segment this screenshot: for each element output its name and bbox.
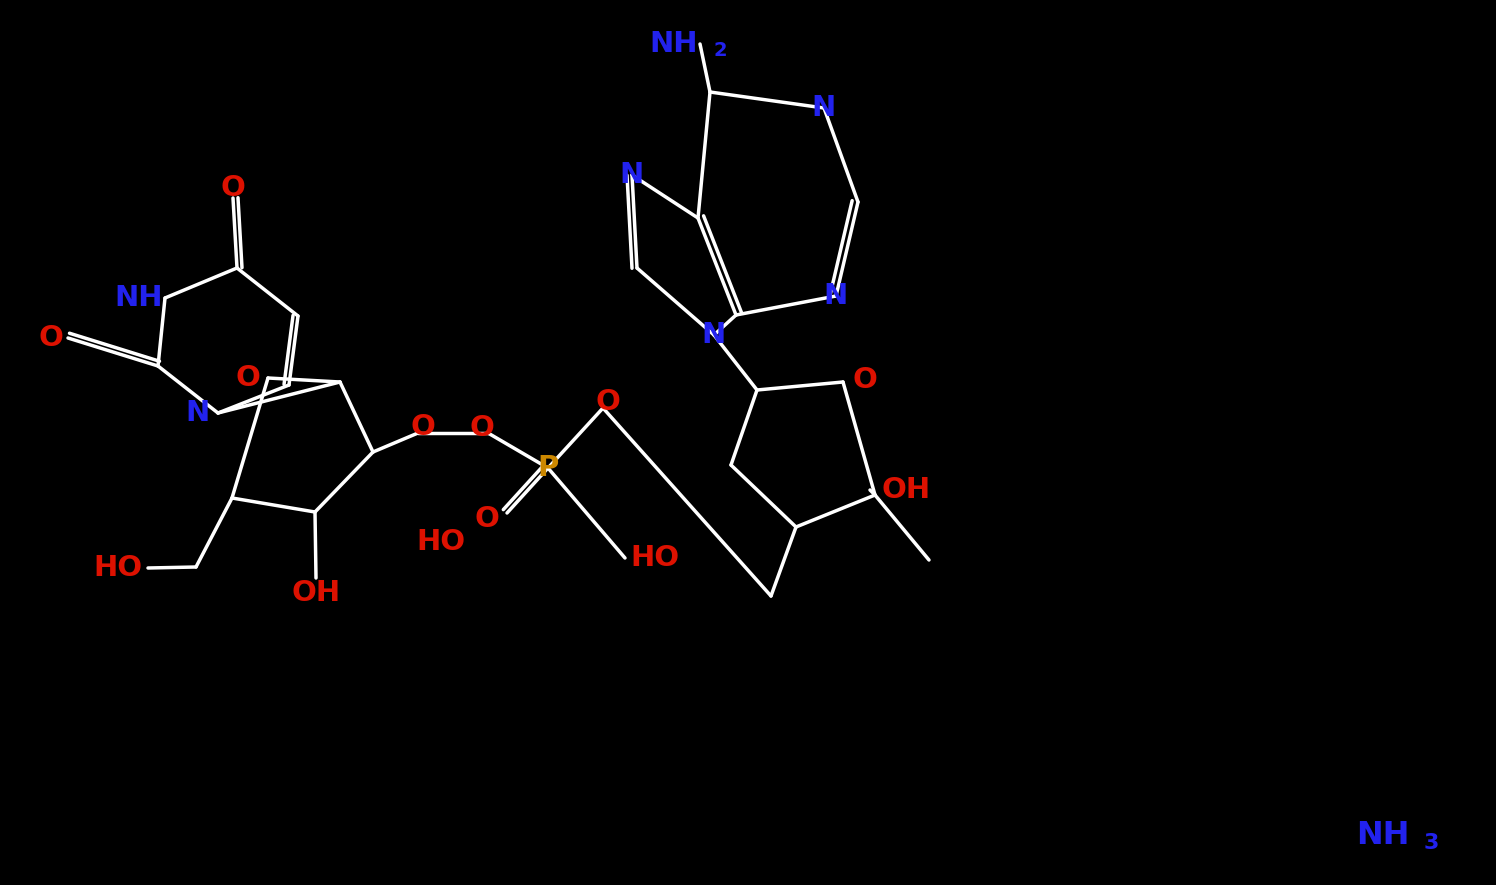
Text: O: O: [853, 366, 878, 394]
Text: O: O: [474, 505, 500, 533]
Text: N: N: [812, 94, 836, 122]
Text: NH: NH: [115, 284, 163, 312]
Text: NH: NH: [1357, 820, 1411, 851]
Text: N: N: [824, 282, 848, 310]
Text: HO: HO: [94, 554, 144, 582]
Text: N: N: [619, 161, 645, 189]
Text: O: O: [595, 388, 621, 416]
Text: OH: OH: [292, 579, 341, 607]
Text: OH: OH: [883, 476, 931, 504]
Text: HO: HO: [417, 528, 465, 556]
Text: O: O: [37, 324, 63, 352]
Text: 3: 3: [1424, 833, 1439, 853]
Text: N: N: [186, 399, 209, 427]
Text: O: O: [220, 174, 245, 202]
Text: NH: NH: [649, 30, 699, 58]
Text: O: O: [235, 364, 260, 392]
Text: HO: HO: [630, 544, 679, 572]
Text: P: P: [537, 454, 558, 482]
Text: O: O: [410, 413, 435, 441]
Text: N: N: [702, 321, 726, 349]
Text: 2: 2: [714, 42, 727, 60]
Text: O: O: [470, 414, 495, 442]
